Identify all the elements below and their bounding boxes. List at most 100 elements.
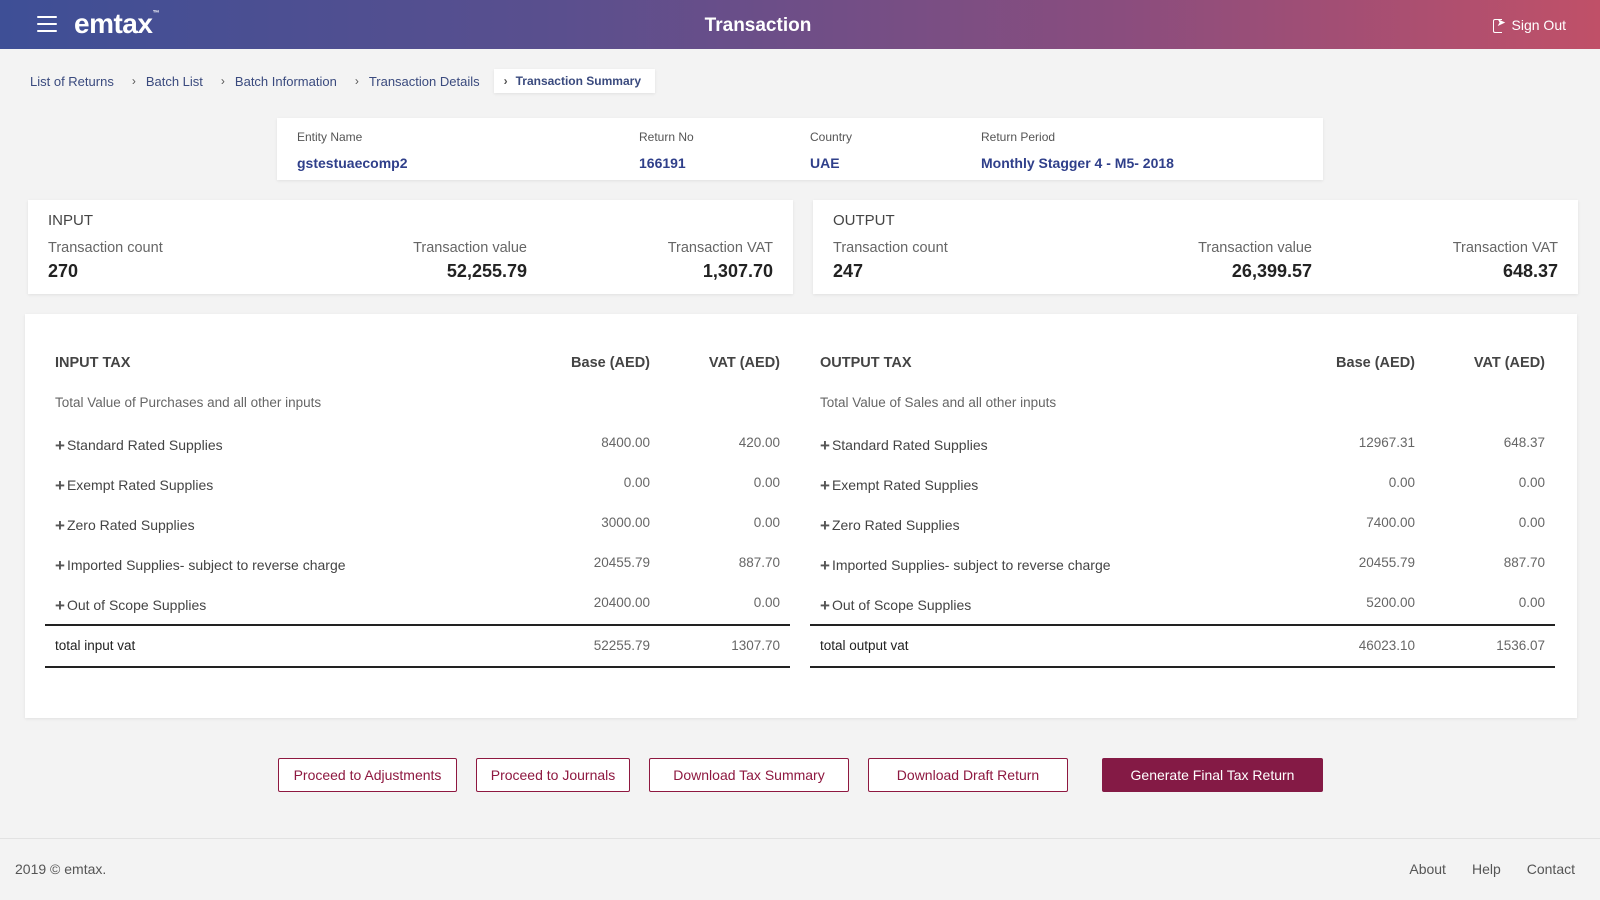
row-vat: 0.00 (1518, 595, 1545, 610)
sign-out-button[interactable]: Sign Out (1492, 16, 1566, 33)
row-vat: 0.00 (1518, 515, 1545, 530)
output-count-value: 247 (833, 261, 864, 281)
generate-final-tax-return-button[interactable]: Generate Final Tax Return (1102, 758, 1323, 792)
table-row[interactable]: + Standard Rated Supplies 12967.31 648.37 (810, 435, 1555, 455)
breadcrumb-transaction-details[interactable]: › Transaction Details (354, 73, 480, 89)
breadcrumb-batch-list[interactable]: › Batch List (131, 73, 203, 89)
table-row[interactable]: + Exempt Rated Supplies 0.00 0.00 (45, 475, 790, 495)
table-row[interactable]: + Standard Rated Supplies 8400.00 420.00 (45, 435, 790, 455)
output-total-base: 46023.10 (1358, 638, 1415, 653)
entity-name-label: Entity Name (297, 130, 363, 144)
table-row[interactable]: + Out of Scope Supplies 20400.00 0.00 (45, 595, 790, 615)
footer-link-about[interactable]: About (1409, 861, 1446, 877)
input-total-vat: 1307.70 (731, 638, 780, 653)
output-value-block: Transaction value 26,399.57 (1198, 240, 1312, 282)
divider (810, 624, 1555, 626)
row-vat: 887.70 (738, 555, 780, 570)
row-label: Zero Rated Supplies (66, 517, 195, 533)
input-vat-label: Transaction VAT (667, 240, 773, 256)
input-total-row: total input vat 52255.79 1307.70 (45, 638, 790, 658)
page-title: Transaction (704, 15, 812, 36)
output-tax-subtitle-row: Total Value of Sales and all other input… (810, 395, 1555, 415)
sign-out-icon (1492, 16, 1506, 33)
chevron-right-icon: › (220, 74, 225, 88)
output-tax-subtitle: Total Value of Sales and all other input… (820, 395, 1057, 410)
output-vat-value: 648.37 (1502, 261, 1558, 281)
input-vat-header: VAT (AED) (708, 355, 780, 371)
plus-icon[interactable]: + (820, 436, 830, 455)
return-no-label: Return No (639, 130, 694, 144)
footer-link-help[interactable]: Help (1471, 861, 1501, 877)
output-tax-title: OUTPUT TAX (820, 355, 912, 371)
plus-icon[interactable]: + (820, 556, 830, 575)
row-label: Out of Scope Supplies (831, 597, 972, 613)
input-base-header: Base (AED) (571, 355, 650, 371)
row-label: Exempt Rated Supplies (831, 477, 979, 493)
proceed-to-journals-button[interactable]: Proceed to Journals (476, 758, 630, 792)
row-base: 5200.00 (1366, 595, 1415, 610)
input-tax-header-row: INPUT TAX Base (AED) VAT (AED) (45, 355, 790, 375)
plus-icon[interactable]: + (820, 476, 830, 495)
download-tax-summary-button[interactable]: Download Tax Summary (649, 758, 849, 792)
row-label: Out of Scope Supplies (66, 597, 207, 613)
return-period-value: Monthly Stagger 4 - M5- 2018 (981, 155, 1174, 171)
output-summary-title: OUTPUT (833, 212, 895, 229)
table-row[interactable]: + Zero Rated Supplies 7400.00 0.00 (810, 515, 1555, 535)
output-vat-block: Transaction VAT 648.37 (1453, 240, 1558, 282)
plus-icon[interactable]: + (55, 436, 65, 455)
top-header: emtax™ Transaction Sign Out (0, 0, 1600, 49)
divider (45, 666, 790, 668)
table-row[interactable]: + Imported Supplies- subject to reverse c… (45, 555, 790, 575)
input-count-label: Transaction count (48, 240, 163, 256)
footer-link-contact[interactable]: Contact (1526, 861, 1575, 877)
proceed-to-adjustments-button[interactable]: Proceed to Adjustments (278, 758, 457, 792)
output-total-label: total output vat (820, 638, 909, 653)
table-row[interactable]: + Exempt Rated Supplies 0.00 0.00 (810, 475, 1555, 495)
download-draft-return-button[interactable]: Download Draft Return (868, 758, 1068, 792)
row-base: 20400.00 (593, 595, 650, 610)
breadcrumb-transaction-summary[interactable]: › Transaction Summary (493, 69, 655, 93)
entity-info-card: Entity Name gstestuaecomp2 Return No 166… (277, 118, 1323, 180)
row-label: Imported Supplies- subject to reverse ch… (66, 557, 346, 573)
row-vat: 648.37 (1503, 435, 1545, 450)
table-row[interactable]: + Zero Rated Supplies 3000.00 0.00 (45, 515, 790, 535)
entity-name-field: Entity Name gstestuaecomp2 (297, 130, 407, 171)
output-base-header: Base (AED) (1336, 355, 1415, 371)
output-summary-card: OUTPUT Transaction count 247 Transaction… (813, 200, 1578, 294)
return-period-field: Return Period Monthly Stagger 4 - M5- 20… (981, 130, 1174, 171)
emtax-logo[interactable]: emtax™ (74, 8, 159, 39)
input-total-label: total input vat (55, 638, 136, 653)
input-summary-title: INPUT (48, 212, 93, 229)
hamburger-menu-icon[interactable] (37, 16, 57, 32)
plus-icon[interactable]: + (55, 556, 65, 575)
plus-icon[interactable]: + (820, 596, 830, 615)
input-tax-subtitle-row: Total Value of Purchases and all other i… (45, 395, 790, 415)
row-label: Standard Rated Supplies (66, 437, 223, 453)
plus-icon[interactable]: + (55, 476, 65, 495)
row-vat: 0.00 (753, 475, 780, 490)
row-base: 7400.00 (1366, 515, 1415, 530)
output-total-row: total output vat 46023.10 1536.07 (810, 638, 1555, 658)
plus-icon[interactable]: + (820, 516, 830, 535)
input-count-block: Transaction count 270 (48, 240, 163, 282)
input-vat-value: 1,307.70 (702, 261, 773, 281)
return-no-value: 166191 (639, 155, 686, 171)
input-tax-title: INPUT TAX (55, 355, 131, 371)
row-label: Zero Rated Supplies (831, 517, 960, 533)
breadcrumb-list-of-returns[interactable]: List of Returns (30, 73, 114, 89)
sign-out-label: Sign Out (1511, 17, 1566, 33)
breadcrumb: List of Returns › Batch List › Batch Infor… (30, 68, 655, 94)
breadcrumb-batch-information[interactable]: › Batch Information (220, 73, 337, 89)
row-base: 20455.79 (593, 555, 650, 570)
row-vat: 0.00 (753, 515, 780, 530)
output-tax-header-row: OUTPUT TAX Base (AED) VAT (AED) (810, 355, 1555, 375)
table-row[interactable]: + Imported Supplies- subject to reverse c… (810, 555, 1555, 575)
plus-icon[interactable]: + (55, 596, 65, 615)
plus-icon[interactable]: + (55, 516, 65, 535)
table-row[interactable]: + Out of Scope Supplies 5200.00 0.00 (810, 595, 1555, 615)
row-base: 3000.00 (601, 515, 650, 530)
country-label: Country (810, 130, 853, 144)
input-value-label: Transaction value (413, 240, 527, 256)
row-vat: 420.00 (738, 435, 780, 450)
country-field: Country UAE (810, 130, 852, 171)
